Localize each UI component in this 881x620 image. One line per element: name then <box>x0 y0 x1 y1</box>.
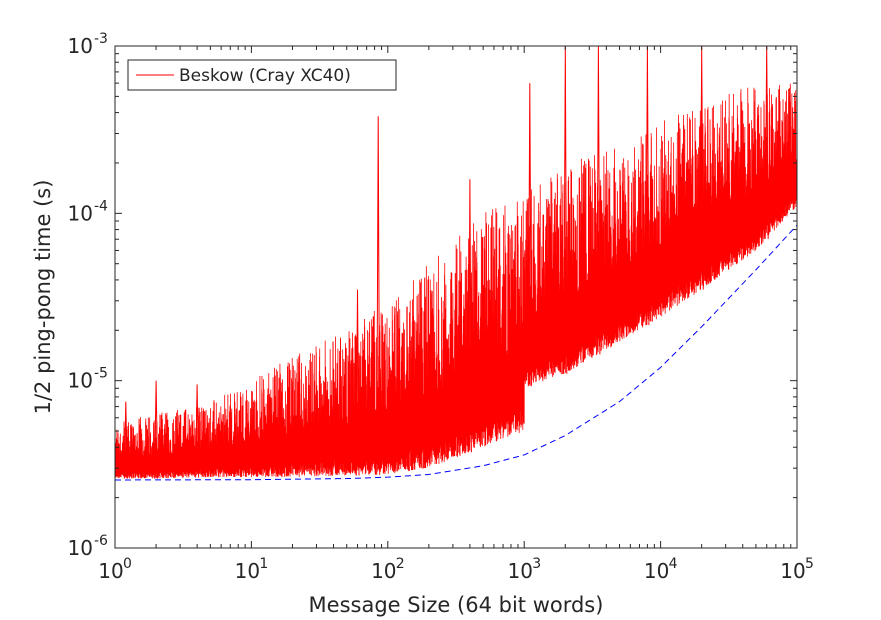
x-tick-exponent: 5 <box>805 556 814 572</box>
y-tick-exponent: -6 <box>94 533 108 549</box>
x-tick-label: 10 1 <box>235 556 269 583</box>
x-tick-exponent: 0 <box>123 556 132 572</box>
y-tick-label: 10 -3 <box>68 31 108 58</box>
series-2-line <box>115 224 797 481</box>
x-tick-base: 10 <box>644 559 669 583</box>
series-1-spike <box>154 380 159 479</box>
axes-layer <box>114 45 798 549</box>
x-tick-exponent: 2 <box>396 556 405 572</box>
series-1-spike <box>764 46 769 239</box>
series-1-spike <box>527 83 532 387</box>
y-tick-base: 10 <box>68 369 93 393</box>
x-tick-labels: 10 0 10 1 10 2 10 3 10 4 10 5 <box>98 556 814 583</box>
x-tick-base: 10 <box>371 559 396 583</box>
series-1-spike <box>195 384 200 478</box>
x-tick-base: 10 <box>235 559 260 583</box>
legend: Beskow (Cray XC40) <box>127 59 397 91</box>
series-1-spike <box>467 179 472 453</box>
series-1-spike <box>123 401 128 479</box>
y-tick-exponent: -3 <box>94 31 108 47</box>
y-tick-labels: 10-610-510-410-3 <box>68 31 109 560</box>
series-1-spike <box>645 46 650 326</box>
y-tick-base: 10 <box>68 536 93 560</box>
x-tick-base: 10 <box>780 559 805 583</box>
legend-label-series-1: Beskow (Cray XC40) <box>179 66 351 86</box>
series-1-spike <box>376 116 381 475</box>
y-tick-exponent: -5 <box>94 366 108 382</box>
y-tick-label: 10 -4 <box>68 198 109 225</box>
y-tick-label: 10 -6 <box>68 533 109 560</box>
series-1-spike <box>355 289 360 476</box>
x-tick-base: 10 <box>98 559 123 583</box>
axes-box <box>114 45 798 549</box>
series-1-line <box>115 83 797 479</box>
x-tick-base: 10 <box>507 559 532 583</box>
x-tick-label: 10 5 <box>780 556 814 583</box>
data-layer <box>115 46 797 481</box>
x-tick-label: 10 4 <box>644 556 678 583</box>
y-tick-base: 10 <box>68 34 93 58</box>
x-tick-exponent: 4 <box>669 556 678 572</box>
x-tick-label: 10 0 <box>98 556 132 583</box>
series-1-spike <box>699 46 704 290</box>
y-axis-title: 1/2 ping-pong time (s) <box>31 180 55 415</box>
y-tick-label: 10 -5 <box>68 366 108 393</box>
x-tick-exponent: 1 <box>259 556 268 572</box>
y-tick-base: 10 <box>68 201 93 225</box>
y-tick-exponent: -4 <box>94 198 108 214</box>
x-tick-exponent: 3 <box>532 556 541 572</box>
series-1-spike <box>563 46 568 374</box>
x-axis-title: Message Size (64 bit words) <box>309 593 604 617</box>
x-tick-label: 10 2 <box>371 556 405 583</box>
x-tick-label: 10 3 <box>507 556 541 583</box>
series-1-spike <box>596 46 601 355</box>
